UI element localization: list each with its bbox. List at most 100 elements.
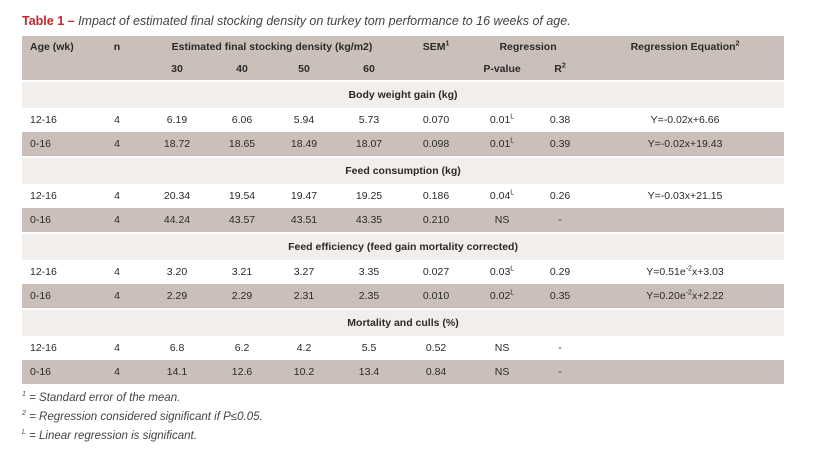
cell-equation <box>586 336 785 360</box>
cell-age: 12-16 <box>22 184 92 208</box>
footnote-2: 2 = Regression considered significant if… <box>22 410 263 423</box>
cell-density-value: 19.47 <box>272 184 336 208</box>
table-row: 12-16 4 6.8 6.2 4.2 5.5 0.52 NS - <box>22 336 785 360</box>
section-header-row: Mortality and culls (%) <box>22 310 785 336</box>
header-density-40: 40 <box>212 58 272 80</box>
cell-density-value: 18.65 <box>212 132 272 156</box>
cell-pvalue: NS <box>470 208 535 232</box>
cell-density-value: 5.94 <box>272 108 336 132</box>
cell-age: 0-16 <box>22 132 92 156</box>
cell-density-value: 19.25 <box>336 184 403 208</box>
cell-equation <box>586 208 785 232</box>
table-row: 12-16 4 3.20 3.21 3.27 3.35 0.027 0.03L 0.29 Y=0.… <box>22 260 785 284</box>
data-table: Age (wk) n Estimated final stocking dens… <box>22 36 785 384</box>
cell-density-value: 20.34 <box>142 184 212 208</box>
table-row: 0-16 4 44.24 43.57 43.51 43.35 0.210 NS - <box>22 208 785 232</box>
footnote-1: 1 = Standard error of the mean. <box>22 391 181 404</box>
cell-sem: 0.186 <box>402 184 471 208</box>
cell-density-value: 6.19 <box>142 108 212 132</box>
section-title: Mortality and culls (%) <box>22 310 785 336</box>
header-n: n <box>92 36 142 58</box>
header-r2: R2 <box>534 58 587 80</box>
table-row: 0-16 4 2.29 2.29 2.31 2.35 0.010 0.02L 0.35 Y=0.2… <box>22 284 785 308</box>
table-row: 12-16 4 6.19 6.06 5.94 5.73 0.070 0.01L 0.38 Y=-0… <box>22 108 785 132</box>
cell-density-value: 6.06 <box>212 108 272 132</box>
cell-pvalue: 0.02L <box>470 284 535 308</box>
header-equation: Regression Equation2 <box>586 36 785 58</box>
cell-r2: - <box>534 336 587 360</box>
cell-density-value: 6.2 <box>212 336 272 360</box>
cell-density-value: 14.1 <box>142 360 212 384</box>
cell-n: 4 <box>92 208 142 232</box>
cell-density-value: 2.31 <box>272 284 336 308</box>
header-density-50: 50 <box>272 58 336 80</box>
cell-sem: 0.210 <box>402 208 471 232</box>
caption-text: Impact of estimated final stocking densi… <box>78 14 571 28</box>
header-row-2: 30 40 50 60 P-value R2 <box>22 58 785 80</box>
cell-r2: - <box>534 208 587 232</box>
cell-age: 12-16 <box>22 108 92 132</box>
cell-r2: 0.35 <box>534 284 587 308</box>
cell-n: 4 <box>92 184 142 208</box>
header-density-30: 30 <box>142 58 212 80</box>
cell-n: 4 <box>92 284 142 308</box>
cell-r2: 0.26 <box>534 184 587 208</box>
section-title: Body weight gain (kg) <box>22 82 785 108</box>
cell-equation: Y=-0.02x+6.66 <box>586 108 785 132</box>
table-row: 0-16 4 14.1 12.6 10.2 13.4 0.84 NS - <box>22 360 785 384</box>
cell-age: 12-16 <box>22 336 92 360</box>
cell-pvalue: NS <box>470 360 535 384</box>
cell-equation <box>586 360 785 384</box>
cell-density-value: 44.24 <box>142 208 212 232</box>
cell-n: 4 <box>92 336 142 360</box>
cell-pvalue: 0.01L <box>470 132 535 156</box>
cell-sem: 0.098 <box>402 132 471 156</box>
section-header-row: Feed consumption (kg) <box>22 158 785 184</box>
cell-density-value: 3.21 <box>212 260 272 284</box>
cell-n: 4 <box>92 260 142 284</box>
header-density-60: 60 <box>336 58 403 80</box>
table-row: 0-16 4 18.72 18.65 18.49 18.07 0.098 0.01L 0.39 Y… <box>22 132 785 156</box>
cell-density-value: 5.73 <box>336 108 403 132</box>
section-header-row: Feed efficiency (feed gain mortality cor… <box>22 234 785 260</box>
cell-age: 0-16 <box>22 284 92 308</box>
cell-density-value: 18.72 <box>142 132 212 156</box>
cell-density-value: 18.49 <box>272 132 336 156</box>
cell-n: 4 <box>92 360 142 384</box>
header-sem: SEM1 <box>402 36 471 58</box>
cell-density-value: 2.29 <box>212 284 272 308</box>
cell-density-value: 10.2 <box>272 360 336 384</box>
cell-density-value: 4.2 <box>272 336 336 360</box>
cell-age: 0-16 <box>22 360 92 384</box>
cell-r2: 0.29 <box>534 260 587 284</box>
cell-density-value: 2.29 <box>142 284 212 308</box>
cell-sem: 0.027 <box>402 260 471 284</box>
cell-density-value: 6.8 <box>142 336 212 360</box>
cell-density-value: 43.57 <box>212 208 272 232</box>
cell-equation: Y=-0.02x+19.43 <box>586 132 785 156</box>
cell-sem: 0.070 <box>402 108 471 132</box>
cell-n: 4 <box>92 108 142 132</box>
cell-pvalue: 0.01L <box>470 108 535 132</box>
cell-density-value: 3.20 <box>142 260 212 284</box>
cell-density-value: 13.4 <box>336 360 403 384</box>
cell-equation: Y=0.20e-2x+2.22 <box>586 284 785 308</box>
section-header-row: Body weight gain (kg) <box>22 82 785 108</box>
section-title: Feed efficiency (feed gain mortality cor… <box>22 234 785 260</box>
table-caption: Table 1 – Impact of estimated final stoc… <box>22 14 571 28</box>
header-row-1: Age (wk) n Estimated final stocking dens… <box>22 36 785 58</box>
header-pvalue: P-value <box>470 58 535 80</box>
footnotes: 1 = Standard error of the mean. 2 = Regr… <box>22 389 263 446</box>
cell-density-value: 43.35 <box>336 208 403 232</box>
table-row: 12-16 4 20.34 19.54 19.47 19.25 0.186 0.04L 0.26… <box>22 184 785 208</box>
cell-sem: 0.52 <box>402 336 471 360</box>
cell-r2: 0.38 <box>534 108 587 132</box>
cell-r2: 0.39 <box>534 132 587 156</box>
cell-density-value: 2.35 <box>336 284 403 308</box>
cell-density-value: 12.6 <box>212 360 272 384</box>
header-regression: Regression <box>470 36 587 58</box>
cell-age: 0-16 <box>22 208 92 232</box>
cell-pvalue: NS <box>470 336 535 360</box>
cell-density-value: 3.27 <box>272 260 336 284</box>
section-title: Feed consumption (kg) <box>22 158 785 184</box>
